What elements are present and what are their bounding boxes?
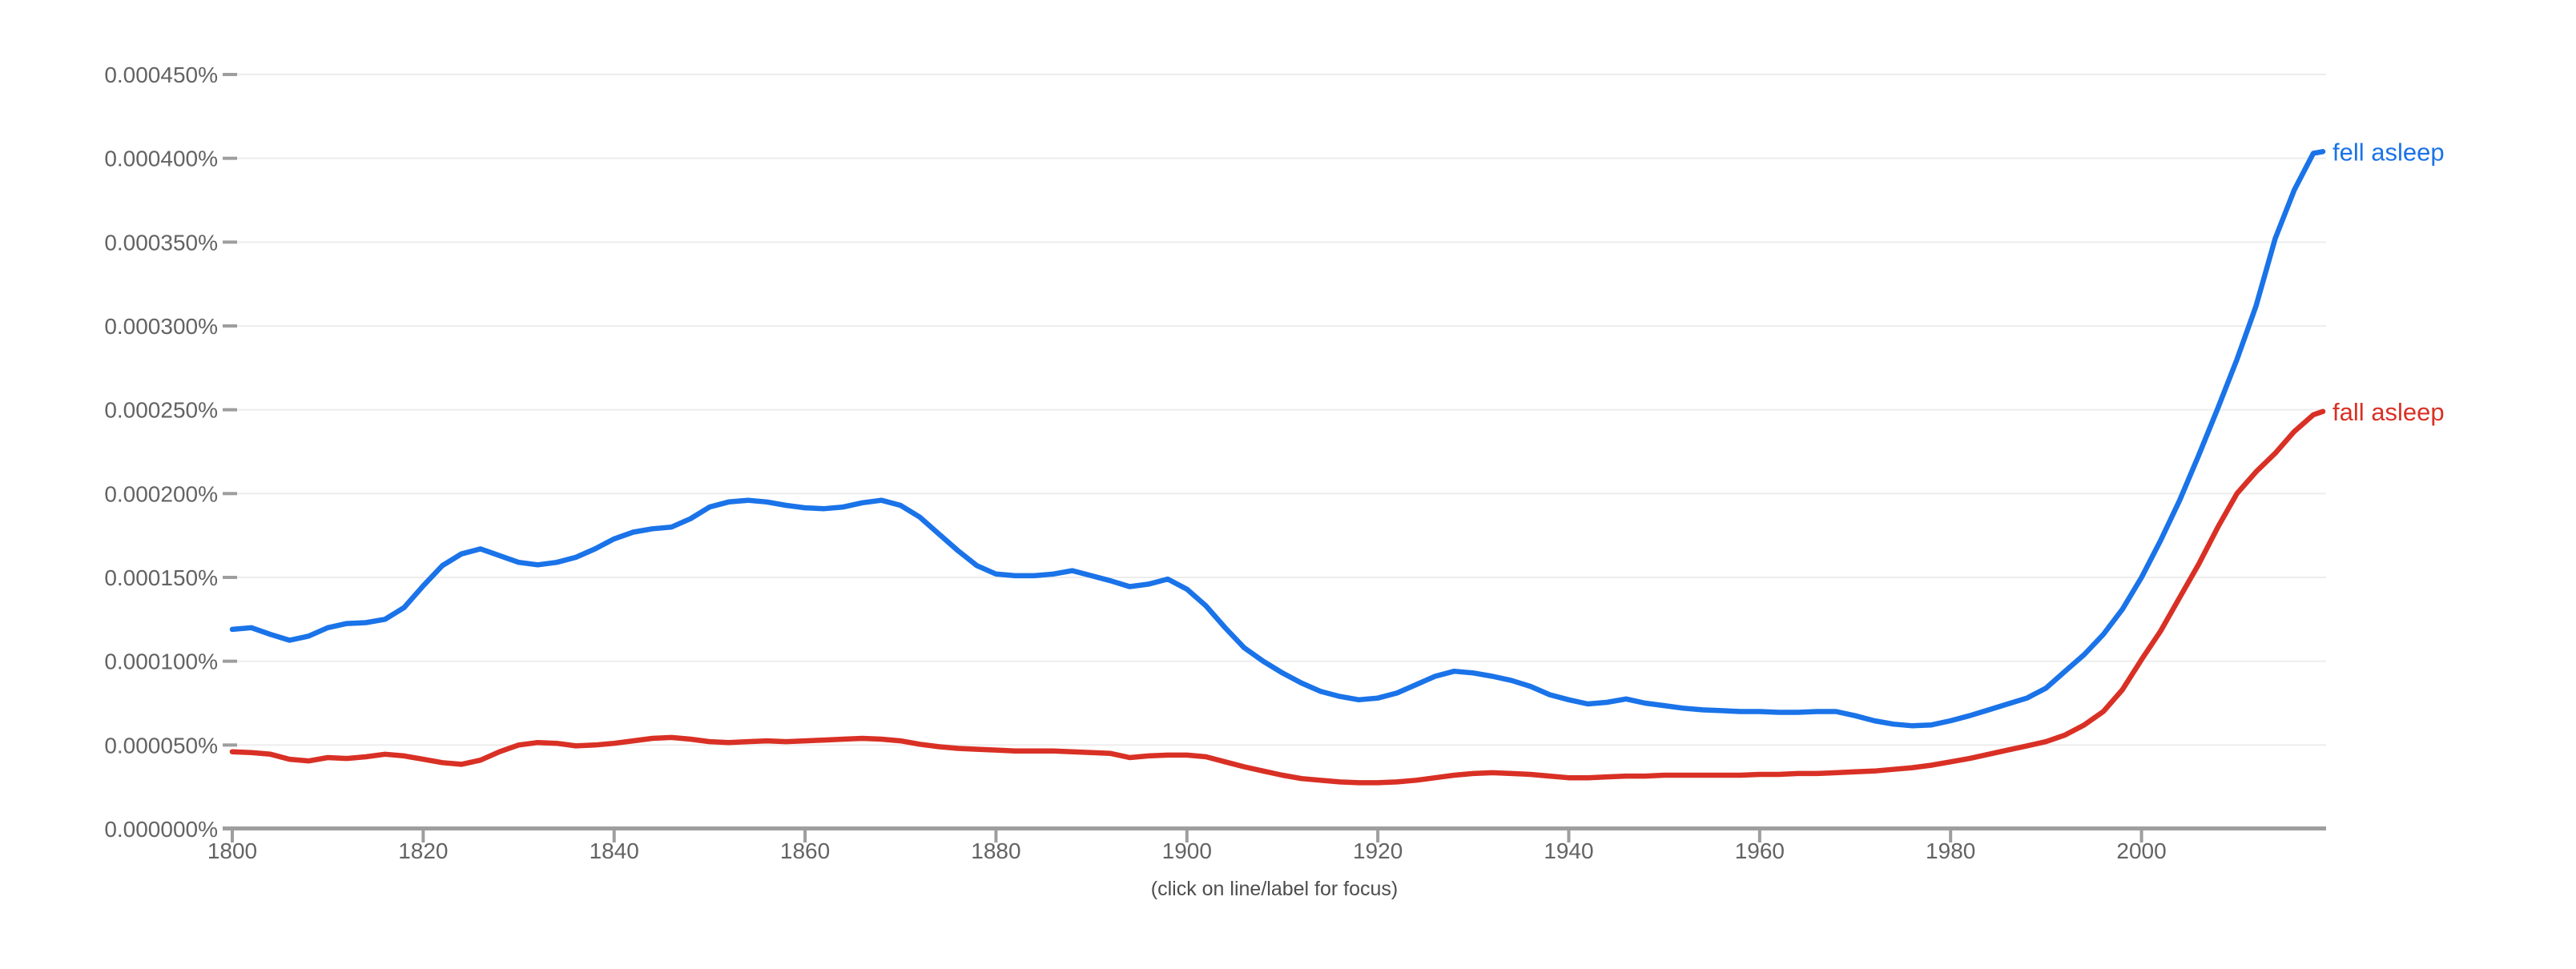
- x-axis-label: 1920: [1353, 838, 1403, 863]
- x-axis-label: 1800: [207, 838, 257, 863]
- y-axis-label: 0.000250%: [104, 398, 218, 423]
- y-tick: [223, 324, 237, 328]
- y-axis-label: 0.000100%: [104, 649, 218, 674]
- y-tick: [223, 73, 237, 76]
- gridline: [237, 157, 2326, 159]
- chart-footnote: (click on line/label for focus): [1151, 878, 1398, 900]
- series-line-fell-asleep[interactable]: [229, 149, 2326, 729]
- gridline: [237, 74, 2326, 75]
- x-tick: [1185, 828, 1189, 842]
- y-axis-label: 0.000300%: [104, 314, 218, 339]
- x-tick: [231, 828, 234, 842]
- y-tick: [223, 743, 237, 747]
- x-axis-label: 1820: [398, 838, 448, 863]
- y-tick: [223, 492, 237, 496]
- x-axis-line: [223, 826, 2326, 830]
- gridline: [237, 744, 2326, 746]
- x-axis-label: 2000: [2116, 838, 2166, 863]
- y-axis-label: 0.000150%: [104, 565, 218, 590]
- gridline: [237, 493, 2326, 495]
- x-axis-label: 1960: [1735, 838, 1785, 863]
- gridline: [237, 241, 2326, 243]
- series-line-fall-asleep[interactable]: [229, 408, 2326, 786]
- y-axis-label: 0.000200%: [104, 481, 218, 506]
- x-tick: [1567, 828, 1571, 842]
- x-axis-label: 1860: [780, 838, 830, 863]
- x-tick: [803, 828, 807, 842]
- y-axis-label: 0.000050%: [104, 733, 218, 758]
- x-axis-label: 1880: [971, 838, 1020, 863]
- gridline: [237, 577, 2326, 578]
- x-tick: [421, 828, 425, 842]
- y-axis-label: 0.000000%: [104, 817, 218, 842]
- y-axis: 0.000000% 0.000050% 0.000100% 0.000150% 0.00…: [104, 62, 237, 842]
- x-axis-label: 1940: [1544, 838, 1593, 863]
- y-axis-label: 0.000350%: [104, 230, 218, 255]
- y-tick: [223, 576, 237, 579]
- x-tick: [612, 828, 616, 842]
- x-tick: [1949, 828, 1953, 842]
- x-axis-label: 1900: [1162, 838, 1212, 863]
- x-axis-label: 1840: [590, 838, 639, 863]
- y-axis-label: 0.000450%: [104, 62, 218, 87]
- y-tick: [223, 659, 237, 663]
- series-label-fell-asleep[interactable]: fell asleep: [2332, 138, 2445, 166]
- series-label-fall-asleep[interactable]: fall asleep: [2332, 398, 2445, 426]
- series-lines: [229, 149, 2326, 786]
- x-axis: 1800 1820 1840 1860 1880 1900 1920 1940 1960 1980…: [207, 826, 2326, 863]
- x-tick: [1757, 828, 1761, 842]
- y-axis-label: 0.000400%: [104, 147, 218, 171]
- gridline: [237, 325, 2326, 327]
- y-tick: [223, 156, 237, 160]
- x-tick: [2139, 828, 2143, 842]
- x-axis-label: 1980: [1926, 838, 1975, 863]
- gridline: [237, 660, 2326, 662]
- y-tick: [223, 408, 237, 412]
- x-tick: [994, 828, 998, 842]
- x-tick: [1376, 828, 1380, 842]
- y-tick: [223, 240, 237, 244]
- gridlines: [237, 74, 2326, 746]
- gridline: [237, 408, 2326, 411]
